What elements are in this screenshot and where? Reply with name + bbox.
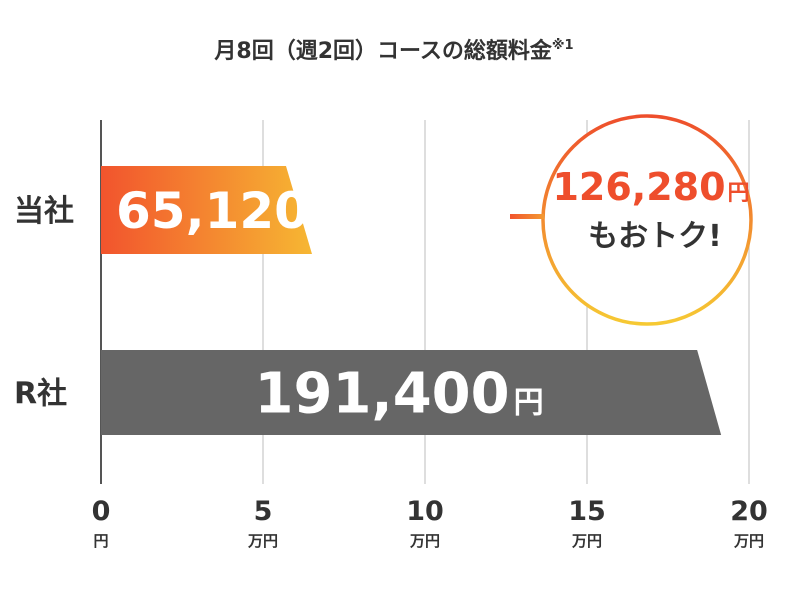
x-tick-unit-10: 万円 bbox=[409, 532, 440, 550]
x-tick-labels: 0 円 5 万円 10 万円 15 万円 20 万円 bbox=[92, 496, 768, 550]
x-tick-unit-20: 万円 bbox=[733, 532, 764, 550]
callout-amount-line: 126,280円 bbox=[552, 165, 749, 209]
bar-value-number-0: 65,120 bbox=[116, 182, 309, 240]
bar-value-unit-0: 円 bbox=[313, 206, 337, 234]
bar-ours bbox=[101, 166, 312, 254]
category-label-0: 当社 bbox=[14, 194, 74, 229]
callout-ring bbox=[541, 114, 753, 326]
category-label-1: R社 bbox=[14, 377, 67, 412]
chart-title-note: ※1 bbox=[552, 38, 574, 53]
x-tick-label-10: 10 bbox=[406, 496, 444, 527]
callout-amount: 126,280 bbox=[552, 165, 725, 209]
bar-value-label-0: 65,120 円 bbox=[116, 182, 337, 240]
callout-message: もおトク! bbox=[588, 219, 722, 254]
bar-r-company bbox=[101, 350, 722, 435]
category-labels: 当社 R社 bbox=[14, 194, 74, 412]
x-tick-unit-15: 万円 bbox=[571, 532, 602, 550]
x-tick-label-20: 20 bbox=[730, 496, 768, 527]
bar-value-number-1: 191,400 bbox=[255, 362, 510, 427]
bar-value-unit-1: 円 bbox=[514, 386, 544, 421]
x-tick-label-0: 0 bbox=[92, 496, 111, 527]
x-tick-label-5: 5 bbox=[254, 496, 273, 527]
savings-callout: 126,280円 もおトク! bbox=[510, 114, 753, 326]
bar-value-label-1: 191,400 円 bbox=[255, 362, 544, 427]
callout-connector bbox=[510, 214, 544, 219]
x-tick-unit-0: 円 bbox=[93, 532, 108, 550]
chart-title: 月8回（週2回）コースの総額料金※1 bbox=[213, 38, 573, 64]
chart-title-main: 月8回（週2回）コースの総額料金 bbox=[213, 38, 553, 64]
x-tick-unit-5: 万円 bbox=[247, 532, 278, 550]
callout-unit: 円 bbox=[728, 181, 750, 206]
x-tick-label-15: 15 bbox=[568, 496, 606, 527]
